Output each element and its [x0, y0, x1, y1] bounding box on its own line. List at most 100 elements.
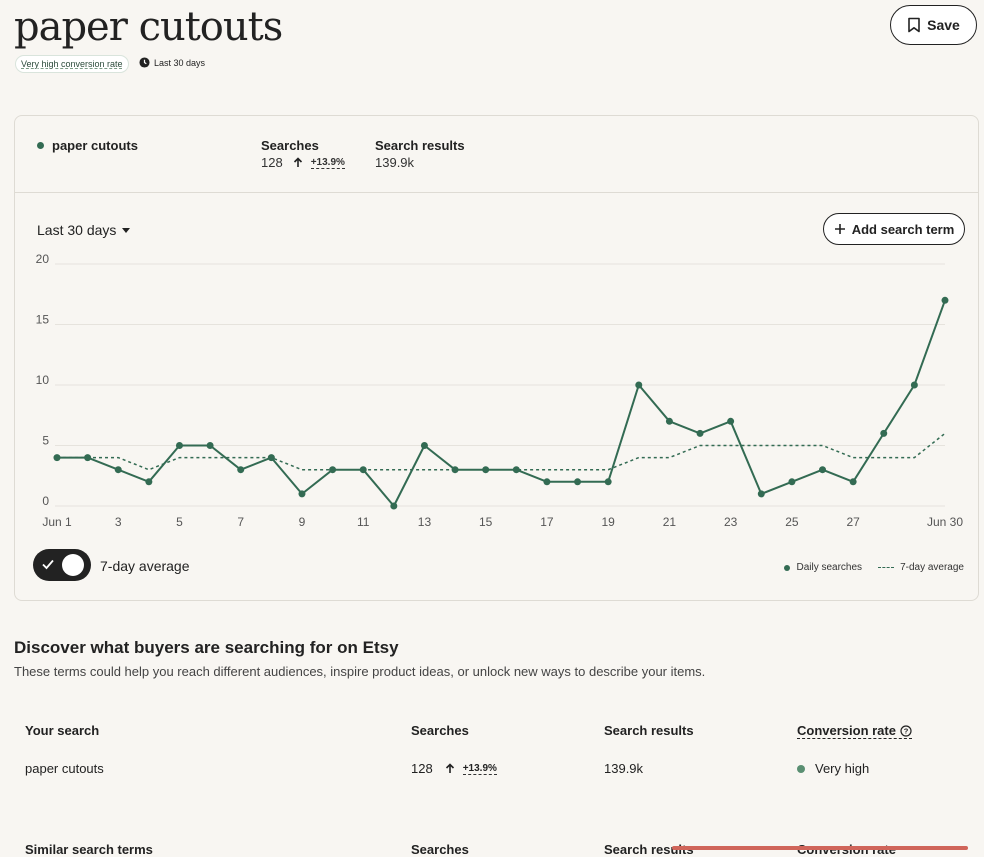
x-tick-label: 5	[176, 515, 183, 529]
legend-dash	[878, 567, 895, 568]
searches-count: 128	[261, 155, 283, 170]
searches-label: Searches	[261, 138, 319, 153]
x-tick-label: 7	[237, 515, 244, 529]
searches-delta[interactable]: +13.9%	[310, 156, 345, 169]
row-searches: 128 +13.9%	[411, 761, 497, 776]
daily-searches-point	[757, 490, 765, 498]
help-icon[interactable]: ?	[900, 724, 912, 737]
daily-searches-point	[849, 478, 857, 486]
daily-searches-point	[359, 466, 367, 474]
conversion-rate-badge[interactable]: Very high conversion rate	[15, 55, 129, 73]
legend-dot	[784, 564, 791, 571]
daily-searches-point	[237, 466, 245, 474]
daily-searches-point	[298, 490, 306, 498]
summary-term-label: paper cutouts	[52, 138, 138, 153]
row-search-results: 139.9k	[604, 761, 644, 776]
date-range-badge: Last 30 days	[139, 57, 205, 68]
daily-searches-point	[574, 478, 582, 486]
daily-searches-point	[665, 417, 673, 425]
daily-searches-point	[941, 296, 949, 304]
col-conversion-rate-label: Conversion rate	[797, 723, 896, 738]
x-tick-label: 19	[601, 515, 615, 529]
add-search-term-button[interactable]: Add search term	[823, 213, 965, 245]
y-tick-label: 0	[42, 494, 49, 508]
x-tick-label: 13	[418, 515, 432, 529]
daily-searches-point	[727, 417, 735, 425]
daily-searches-point	[880, 429, 888, 437]
date-range-label: Last 30 days	[154, 57, 206, 68]
daily-searches-line	[57, 299, 946, 507]
daily-searches-point	[420, 442, 428, 449]
y-tick-label: 5	[42, 434, 49, 448]
save-button-label: Save	[927, 17, 960, 33]
row-conversion: Very high	[797, 761, 869, 776]
legend-average: 7-day average	[900, 562, 964, 573]
results-label: Search results	[375, 138, 465, 153]
daily-searches-point	[329, 466, 337, 474]
range-select-label: Last 30 days	[37, 222, 117, 238]
clock-icon	[139, 57, 150, 68]
daily-searches-point	[53, 454, 61, 462]
arrow-up-icon	[293, 157, 302, 167]
col-searches: Searches	[411, 723, 469, 738]
daily-searches-point	[84, 454, 92, 462]
seven-day-average-line	[57, 432, 946, 471]
x-tick-label: 9	[299, 515, 306, 529]
daily-searches-point	[788, 478, 796, 486]
x-tick-label: Jun 1	[42, 515, 72, 529]
daily-searches-point	[145, 478, 153, 486]
chart-legend: Daily searches 7-day average	[784, 562, 964, 573]
col-conversion-rate[interactable]: Conversion rate ?	[797, 723, 912, 739]
page-title: paper cutouts	[14, 4, 283, 50]
summary-term: paper cutouts	[37, 138, 138, 153]
daily-searches-point	[175, 442, 183, 449]
daily-searches-point	[114, 466, 122, 474]
daily-searches-point	[206, 442, 214, 449]
x-tick-label: 3	[115, 515, 122, 529]
x-tick-label: 11	[357, 515, 370, 529]
arrow-up-icon	[445, 763, 454, 773]
y-tick-label: 15	[36, 313, 50, 327]
row-searches-delta[interactable]: +13.9%	[462, 762, 497, 775]
check-icon	[42, 559, 54, 570]
save-button[interactable]: Save	[890, 5, 977, 45]
daily-searches-point	[696, 429, 704, 437]
x-tick-label: 15	[479, 515, 493, 529]
conversion-dot	[797, 764, 805, 773]
range-select[interactable]: Last 30 days	[37, 222, 131, 238]
col-your-search: Your search	[25, 723, 100, 738]
discover-subtitle: These terms could help you reach differe…	[14, 664, 706, 679]
x-tick-label: 17	[540, 515, 554, 529]
legend-daily: Daily searches	[796, 562, 863, 573]
add-search-term-label: Add search term	[851, 221, 955, 237]
x-tick-label: Jun 30	[927, 515, 963, 529]
daily-searches-point	[390, 502, 398, 510]
daily-searches-point	[267, 454, 275, 462]
bookmark-icon	[908, 17, 920, 33]
toggle-knob	[62, 554, 84, 576]
results-value: 139.9k	[375, 155, 415, 170]
daily-searches-point	[910, 381, 918, 389]
series-dot	[37, 142, 44, 149]
row-conversion-label: Very high	[815, 761, 870, 776]
row-term: paper cutouts	[25, 761, 104, 776]
plus-icon	[834, 224, 845, 234]
summary-header: paper cutouts Searches 128 +13.9% Search…	[15, 116, 978, 193]
daily-searches-point	[451, 466, 459, 474]
y-tick-label: 10	[36, 373, 50, 387]
toggle-label: 7-day average	[100, 558, 190, 574]
caret-down-icon	[122, 227, 131, 233]
trend-card: paper cutouts Searches 128 +13.9% Search…	[14, 115, 979, 601]
discover-title: Discover what buyers are searching for o…	[14, 638, 399, 657]
svg-text:?: ?	[904, 726, 909, 735]
seven-day-average-toggle[interactable]	[33, 549, 91, 581]
daily-searches-point	[543, 478, 551, 486]
daily-searches-point	[819, 466, 827, 474]
row-searches-count: 128	[411, 761, 433, 776]
daily-searches-point	[604, 478, 612, 486]
searches-line-chart: 0 5 10 15 20 Jun 1 3 5 7 9 11 13 15 17 19 21 23 25 27 Jun 3…	[36, 252, 964, 529]
daily-searches-point	[512, 466, 520, 474]
daily-searches-point	[482, 466, 490, 474]
daily-searches-point	[635, 381, 643, 389]
x-tick-label: 25	[785, 515, 799, 529]
